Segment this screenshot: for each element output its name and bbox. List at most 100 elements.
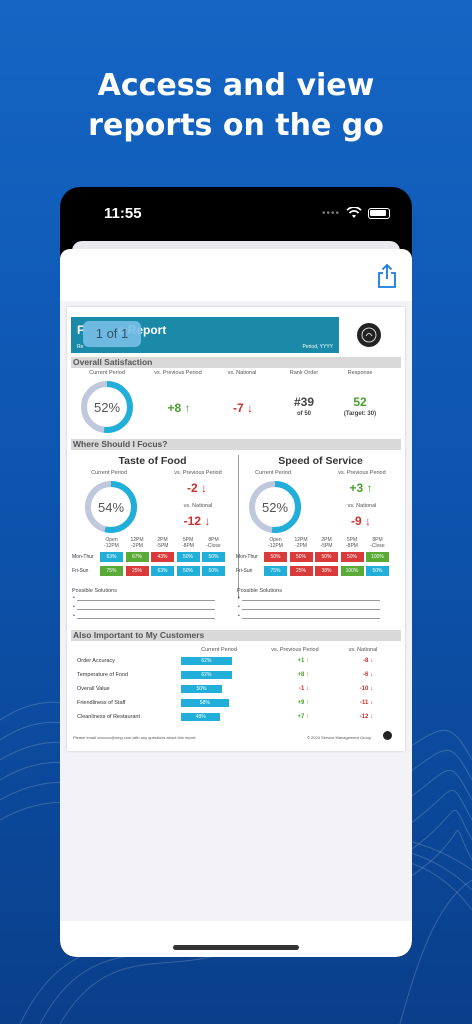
- customer-metric-prev: +1 ↑: [297, 658, 309, 664]
- smg-logo: [357, 323, 381, 347]
- time-slot-label: 8PM -Close: [370, 537, 385, 549]
- grid-cell: 75%: [100, 566, 123, 576]
- footer-logo: [383, 731, 392, 740]
- status-time: 11:55: [104, 205, 142, 222]
- overall-header-rank: Rank Order: [289, 370, 319, 376]
- overall-header-response: Response: [347, 370, 373, 376]
- grid-cell: 25%: [289, 566, 313, 576]
- arrow-up-icon: ↑: [184, 401, 191, 415]
- battery-icon: [368, 207, 390, 219]
- headline: Access and view reports on the go: [0, 66, 472, 146]
- panel-food-solutions-label: Possible Solutions: [72, 588, 117, 594]
- overall-section-title: Overall Satisfaction: [71, 357, 401, 368]
- customer-metric-label: Overall Value: [77, 686, 110, 692]
- panel-speed-solutions-label: Possible Solutions: [237, 588, 282, 594]
- panel-food-title: Taste of Food: [118, 455, 187, 467]
- headline-line-1: Access and view: [97, 68, 375, 103]
- panel-speed-prev-label: vs. Previous Period: [338, 470, 386, 476]
- panel-food-donut: [85, 481, 137, 533]
- overall-donut-arc: [81, 381, 133, 433]
- day-range-label: Mon-Thur: [72, 554, 94, 560]
- panel-food-current-label: Current Period: [91, 470, 127, 476]
- panel-speed-donut: [249, 481, 301, 533]
- grid-cell: 100%: [366, 552, 389, 562]
- arrow-down-icon: ↓: [204, 514, 211, 528]
- focus-divider: [238, 455, 239, 599]
- time-slot-label: 12PM -2PM: [130, 537, 144, 549]
- customer-metric-prev: +7 ↑: [297, 714, 309, 720]
- overall-header-current: Current Period: [89, 370, 125, 376]
- customer-metric-bar: 62%: [181, 657, 232, 665]
- customer-metric-prev: -1 ↓: [298, 686, 309, 692]
- grid-cell: 50%: [289, 552, 313, 562]
- customer-metric-national: -8 ↓: [362, 658, 373, 664]
- arrow-down-icon: ↓: [247, 401, 253, 415]
- panel-food-current: 54%: [97, 500, 125, 515]
- day-range-label: Fri-Sun: [236, 568, 253, 574]
- panel-food-donut-arc: [85, 481, 137, 533]
- overall-header-prev: vs. Previous Period: [154, 370, 202, 376]
- customers-section-title: Also Important to My Customers: [71, 630, 401, 641]
- overall-vs-previous: +8 ↑: [167, 401, 191, 415]
- panel-speed-current-label: Current Period: [255, 470, 291, 476]
- arrow-down-icon: ↓: [365, 514, 371, 528]
- arrow-down-icon: ↓: [201, 481, 207, 495]
- grid-cell: 50%: [202, 566, 225, 576]
- grid-cell: 67%: [125, 552, 149, 562]
- customer-metric-prev: +8 ↑: [297, 672, 309, 678]
- grid-cell: 75%: [264, 566, 287, 576]
- customer-metric-bar: 58%: [181, 699, 229, 707]
- signal-icon: ••••: [321, 207, 340, 219]
- panel-speed-nat-label: vs. National: [347, 503, 377, 509]
- pdf-area[interactable]: F e Report Re Period, YYYY 1 of 1 Overal…: [60, 301, 412, 921]
- customer-metric-national: -12 ↓: [359, 714, 373, 720]
- overall-rank: #39: [293, 395, 315, 409]
- pdf-page: F e Report Re Period, YYYY 1 of 1 Overal…: [67, 307, 405, 751]
- time-slot-label: 2PM -5PM: [156, 537, 169, 549]
- wifi-icon: [346, 207, 362, 218]
- overall-current: 52%: [93, 400, 121, 415]
- grid-cell: 50%: [176, 552, 200, 562]
- pdf-viewer-sheet: F e Report Re Period, YYYY 1 of 1 Overal…: [60, 249, 412, 957]
- day-range-label: Fri-Sun: [72, 568, 89, 574]
- customer-metric-bar: 48%: [181, 713, 221, 721]
- customer-metric-national: -11 ↓: [359, 700, 373, 706]
- time-slot-label: 5PM -8PM: [346, 537, 358, 549]
- customer-metric-bar: 62%: [181, 671, 232, 679]
- home-indicator[interactable]: [173, 945, 299, 950]
- panel-speed-prev: +3 ↑: [349, 481, 373, 495]
- overall-donut: [81, 381, 133, 433]
- panel-speed-donut-arc: [249, 481, 301, 533]
- panel-speed-nat: -9 ↓: [350, 514, 371, 528]
- overall-header-national: vs. National: [227, 370, 257, 376]
- report-sub-left: Re: [77, 344, 84, 350]
- time-slot-label: 8PM -Close: [206, 537, 221, 549]
- grid-cell: 100%: [340, 566, 364, 576]
- time-slot-label: 12PM -2PM: [294, 537, 308, 549]
- grid-cell: 50%: [340, 552, 364, 562]
- customer-metric-label: Friendliness of Staff: [77, 700, 126, 706]
- page-count-badge: 1 of 1: [83, 321, 141, 347]
- grid-cell: 63%: [151, 566, 174, 576]
- grid-cell: 50%: [202, 552, 225, 562]
- status-icons: ••••: [322, 207, 390, 219]
- panel-speed-title: Speed of Service: [278, 455, 363, 467]
- customer-metric-label: Temperature of Food: [77, 672, 129, 678]
- headline-line-2: reports on the go: [88, 108, 384, 143]
- report-footer-right: © 2024 Service Management Group: [307, 735, 372, 740]
- panel-food-nat: -12 ↓: [183, 514, 211, 528]
- grid-cell: 50%: [176, 566, 200, 576]
- overall-target: (Target: 30): [343, 411, 377, 417]
- report-footer-left: Please email xxxxxxx@smg.com with any qu…: [73, 735, 197, 740]
- arrow-up-icon: ↑: [366, 481, 373, 495]
- time-slot-label: 2PM -5PM: [320, 537, 333, 549]
- share-icon[interactable]: [376, 263, 398, 289]
- panel-food-prev: -2 ↓: [186, 481, 207, 495]
- time-slot-label: 5PM -8PM: [182, 537, 194, 549]
- customer-metric-national: -10 ↓: [359, 686, 373, 692]
- time-slot-label: Open -12PM: [104, 537, 119, 549]
- grid-cell: 38%: [315, 566, 338, 576]
- customer-metric-prev: +9 ↑: [297, 700, 309, 706]
- report-sub-right: Period, YYYY: [302, 344, 333, 350]
- customers-header-current: Current Period: [201, 647, 237, 653]
